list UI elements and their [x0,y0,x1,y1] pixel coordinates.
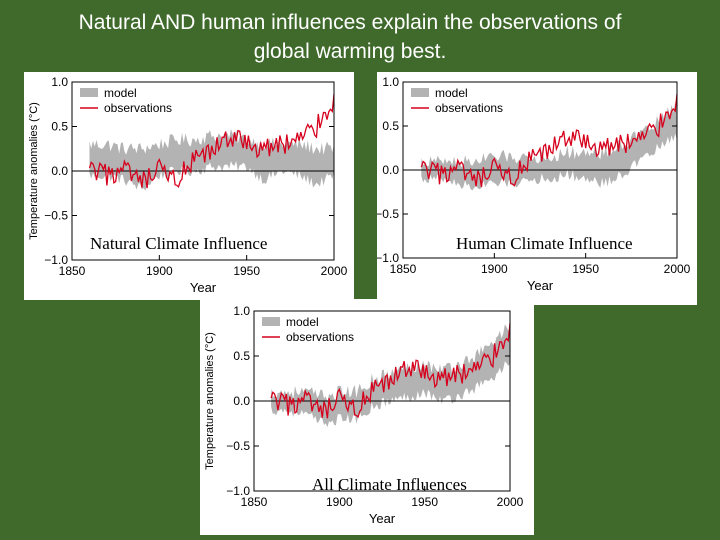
chart-panel-human: −1.0 −0.5 0.0 0.5 1.0 1850 1900 1950 2000 Year mod… [377,72,697,305]
y-tick-label: 0.0 [233,394,250,408]
x-tick-label: 1850 [390,262,417,276]
legend-model-swatch [262,317,280,326]
model-band [89,129,334,191]
y-tick-label: −0.5 [226,439,250,453]
legend-observations-label: observations [286,330,354,344]
y-tick-label: 1.0 [382,75,399,89]
y-tick-label: 0.5 [382,119,399,133]
observations-line [88,94,335,189]
model-band [421,102,677,191]
legend-model-swatch [411,88,429,97]
x-tick-label: 1900 [326,495,353,509]
slide-title-line-2: global warming best. [253,40,447,63]
legend-model-swatch [80,88,98,97]
model-band [271,324,510,428]
y-axis-label: Temperature anomalies (°C) [204,332,216,470]
chart-natural: −1.0 −0.5 0.0 0.5 1.0 1850 1900 1950 2000 Year Tem… [28,75,348,295]
x-axis-label: Year [190,280,217,295]
y-tick-label: 0.5 [233,349,250,363]
observations-line [420,93,678,188]
x-axis-label: Year [369,511,396,526]
x-tick-label: 1950 [233,264,260,278]
legend-model-label: model [435,86,468,100]
y-tick-label: 1.0 [51,75,68,89]
slide-title: Natural AND human influences explain the… [0,8,700,66]
x-axis-label: Year [527,278,554,293]
x-tick-label: 2000 [497,495,524,509]
legend-observations-label: observations [435,101,503,115]
chart-caption-human: Human Climate Influence [456,234,633,253]
chart-panel-all: −1.0 −0.5 0.0 0.5 1.0 1850 1900 1950 2000 Year Tem… [200,299,534,535]
x-tick-label: 1950 [411,495,438,509]
x-tick-label: 1850 [59,264,86,278]
chart-human: −1.0 −0.5 0.0 0.5 1.0 1850 1900 1950 2000 Year mod… [377,75,691,293]
legend-model-label: model [104,86,137,100]
y-tick-label: 0.0 [51,164,68,178]
x-tick-label: 1900 [481,262,508,276]
observations-line [270,323,511,419]
y-axis-label: Temperature anomalies (°C) [28,102,40,240]
x-tick-label: 1850 [241,495,268,509]
slide-title-line-1: Natural AND human influences explain the… [78,11,622,34]
y-tick-label: 0.5 [51,120,68,134]
legend-observations-label: observations [104,101,172,115]
x-tick-label: 1900 [146,264,173,278]
legend-model-label: model [286,315,319,329]
chart-all: −1.0 −0.5 0.0 0.5 1.0 1850 1900 1950 2000 Year Tem… [204,304,524,526]
chart-caption-natural: Natural Climate Influence [90,234,268,253]
chart-caption-all: All Climate Influences [312,475,467,494]
y-tick-label: 1.0 [233,304,250,318]
y-tick-label: 0.0 [382,163,399,177]
y-tick-label: −1.0 [44,253,68,267]
y-tick-label: −0.5 [377,207,399,221]
x-tick-label: 2000 [664,262,691,276]
chart-panel-natural: −1.0 −0.5 0.0 0.5 1.0 1850 1900 1950 2000 Year Tem… [24,72,354,300]
x-tick-label: 2000 [321,264,348,278]
y-tick-label: −1.0 [377,251,399,265]
y-tick-label: −0.5 [44,209,68,223]
y-tick-label: −1.0 [226,484,250,498]
x-tick-label: 1950 [572,262,599,276]
